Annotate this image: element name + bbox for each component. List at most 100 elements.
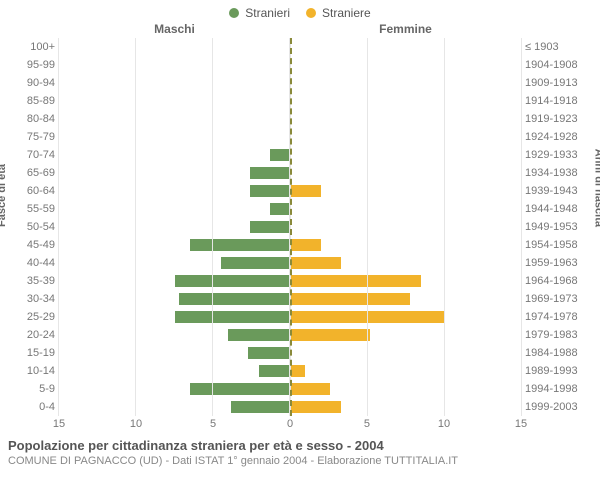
bar-female: [290, 293, 410, 306]
birth-year-label: 1934-1938: [525, 164, 596, 182]
bar-male: [175, 275, 291, 288]
bar-male: [228, 329, 290, 342]
bar-row-female: [290, 236, 521, 254]
birth-year-label: 1954-1958: [525, 236, 596, 254]
x-tick: 10: [130, 418, 142, 430]
birth-year-label: 1949-1953: [525, 218, 596, 236]
bar-male: [190, 383, 290, 396]
female-bars-column: [290, 38, 521, 416]
bar-row-female: [290, 110, 521, 128]
birth-year-label: 1944-1948: [525, 200, 596, 218]
age-label: 5-9: [4, 380, 55, 398]
birth-year-label: 1909-1913: [525, 74, 596, 92]
grid-line: [135, 38, 136, 416]
bar-row-female: [290, 128, 521, 146]
birth-year-label: 1964-1968: [525, 272, 596, 290]
x-tick: 5: [364, 418, 370, 430]
age-label: 20-24: [4, 326, 55, 344]
bar-row-female: [290, 92, 521, 110]
age-label: 10-14: [4, 362, 55, 380]
male-bars-column: [59, 38, 290, 416]
bar-row-female: [290, 200, 521, 218]
birth-year-label: ≤ 1903: [525, 38, 596, 56]
x-axis-left: 051015: [59, 416, 290, 432]
bar-female: [290, 329, 370, 342]
birth-year-label: 1989-1993: [525, 362, 596, 380]
birth-year-label: 1924-1928: [525, 128, 596, 146]
age-label: 15-19: [4, 344, 55, 362]
x-tick: 5: [210, 418, 216, 430]
bar-row-male: [59, 380, 290, 398]
birth-year-label: 1959-1963: [525, 254, 596, 272]
header-female: Femmine: [290, 22, 521, 36]
bar-row-female: [290, 56, 521, 74]
bar-female: [290, 275, 421, 288]
bar-male: [250, 185, 290, 198]
age-label: 70-74: [4, 146, 55, 164]
birth-year-label: 1994-1998: [525, 380, 596, 398]
bar-row-female: [290, 74, 521, 92]
caption-subtitle: COMUNE DI PAGNACCO (UD) - Dati ISTAT 1° …: [8, 455, 592, 467]
bar-female: [290, 365, 305, 378]
legend: Stranieri Straniere: [0, 0, 600, 22]
bar-row-female: [290, 146, 521, 164]
bar-row-male: [59, 92, 290, 110]
legend-item-female: Straniere: [306, 6, 371, 20]
birth-year-label: 1919-1923: [525, 110, 596, 128]
birth-year-label: 1974-1978: [525, 308, 596, 326]
age-label: 55-59: [4, 200, 55, 218]
bar-male: [259, 365, 290, 378]
bar-row-male: [59, 362, 290, 380]
birth-year-labels-column: ≤ 19031904-19081909-19131914-19181919-19…: [521, 38, 596, 416]
birth-year-label: 1999-2003: [525, 398, 596, 416]
age-label: 90-94: [4, 74, 55, 92]
bar-male: [270, 203, 290, 216]
age-label: 65-69: [4, 164, 55, 182]
bar-male: [190, 239, 290, 252]
age-label: 60-64: [4, 182, 55, 200]
age-label: 100+: [4, 38, 55, 56]
bar-row-male: [59, 218, 290, 236]
birth-year-label: 1979-1983: [525, 326, 596, 344]
bar-male: [250, 167, 290, 180]
bar-row-female: [290, 164, 521, 182]
bar-row-male: [59, 236, 290, 254]
birth-year-label: 1939-1943: [525, 182, 596, 200]
caption: Popolazione per cittadinanza straniera p…: [0, 432, 600, 469]
population-pyramid-chart: 100+95-9990-9485-8980-8475-7970-7465-696…: [4, 38, 596, 416]
x-tick: 10: [438, 418, 450, 430]
birth-year-label: 1914-1918: [525, 92, 596, 110]
bar-row-female: [290, 218, 521, 236]
bar-male: [175, 311, 291, 324]
bar-female: [290, 257, 341, 270]
x-axis-right: 51015: [290, 416, 521, 432]
header-male: Maschi: [59, 22, 290, 36]
bar-row-male: [59, 308, 290, 326]
bar-row-female: [290, 308, 521, 326]
bar-row-male: [59, 326, 290, 344]
birth-year-label: 1929-1933: [525, 146, 596, 164]
birth-year-label: 1984-1988: [525, 344, 596, 362]
bar-row-male: [59, 254, 290, 272]
age-label: 50-54: [4, 218, 55, 236]
bar-row-male: [59, 290, 290, 308]
age-labels-column: 100+95-9990-9485-8980-8475-7970-7465-696…: [4, 38, 59, 416]
bar-row-female: [290, 380, 521, 398]
legend-label-male: Stranieri: [245, 6, 290, 20]
bar-row-female: [290, 272, 521, 290]
grid-line: [212, 38, 213, 416]
birth-year-label: 1969-1973: [525, 290, 596, 308]
bar-female: [290, 383, 330, 396]
bar-row-male: [59, 182, 290, 200]
bar-row-male: [59, 398, 290, 416]
bar-male: [248, 347, 290, 360]
bar-row-female: [290, 290, 521, 308]
legend-swatch-male: [229, 8, 239, 18]
bar-female: [290, 185, 321, 198]
column-headers: Maschi Femmine: [0, 22, 600, 36]
legend-label-female: Straniere: [322, 6, 371, 20]
age-label: 0-4: [4, 398, 55, 416]
birth-year-label: 1904-1908: [525, 56, 596, 74]
bar-row-female: [290, 344, 521, 362]
legend-item-male: Stranieri: [229, 6, 290, 20]
